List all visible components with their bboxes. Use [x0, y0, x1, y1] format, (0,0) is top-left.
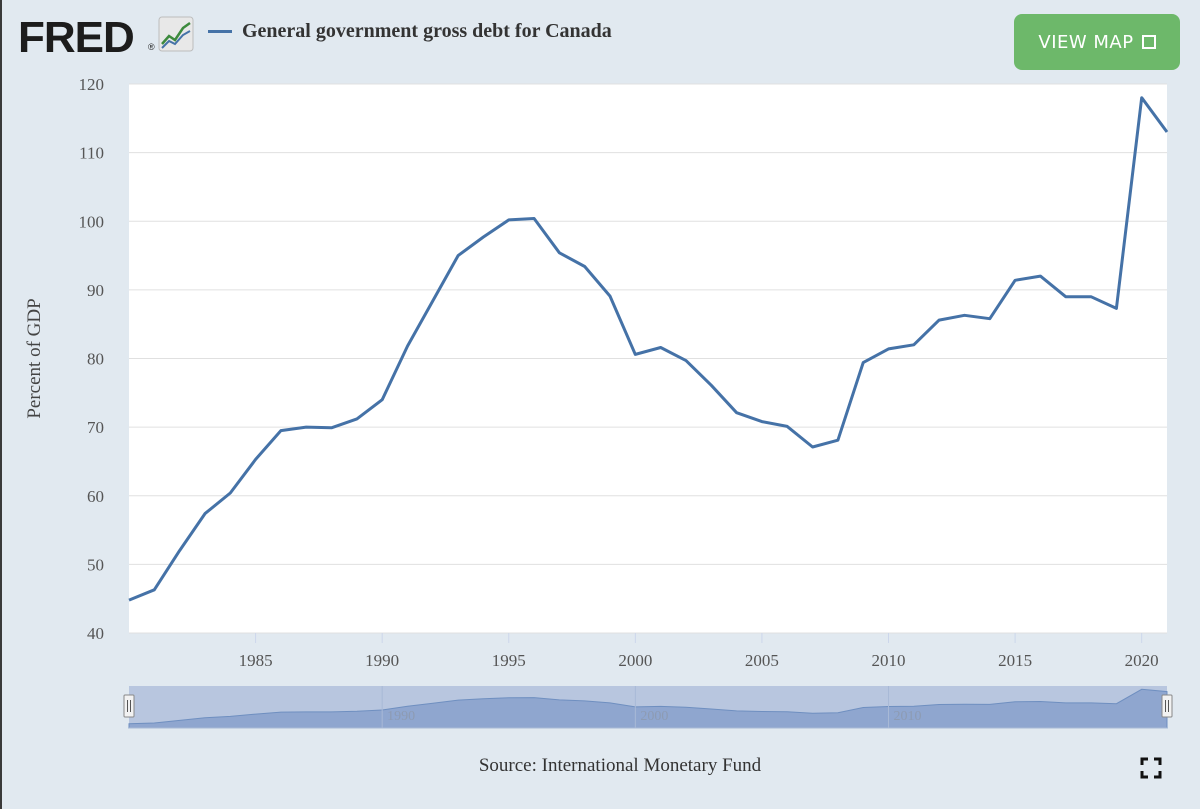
- y-axis-ticks: 40 50 60 70 80 90 100 110 120: [79, 75, 105, 643]
- y-tick-label: 100: [79, 212, 105, 231]
- series-line[interactable]: [128, 96, 1169, 602]
- y-tick-label: 110: [79, 144, 104, 163]
- x-tick-label: 1985: [239, 651, 273, 670]
- y-tick-label: 40: [87, 624, 104, 643]
- series-title: General government gross debt for Canada: [242, 20, 612, 42]
- legend-swatch: [208, 30, 232, 33]
- registered-mark: ®: [148, 42, 155, 52]
- view-map-button[interactable]: VIEW MAP: [1014, 14, 1180, 70]
- handle-body: [123, 694, 135, 718]
- line-chart-icon: [158, 16, 194, 52]
- line-chart[interactable]: 40 50 60 70 80 90 100 110 120 1985 1990 1995 2000 20…: [0, 0, 1200, 745]
- x-tick-label: 1995: [492, 651, 526, 670]
- x-tick-label: 2005: [745, 651, 779, 670]
- x-tick-label: 2020: [1125, 651, 1159, 670]
- handle-body: [1161, 694, 1173, 718]
- y-tick-label: 120: [79, 75, 105, 94]
- navigator-handle-right[interactable]: [1161, 694, 1173, 718]
- y-tick-label: 70: [87, 418, 104, 437]
- navigator-tick-label: 2000: [640, 709, 668, 724]
- x-tick-label: 2010: [872, 651, 906, 670]
- y-axis-label: Percent of GDP: [24, 298, 45, 418]
- fullscreen-icon[interactable]: [1140, 757, 1162, 779]
- x-tick-label: 2000: [618, 651, 652, 670]
- fred-logo[interactable]: FRED: [18, 13, 135, 62]
- navigator-series: [128, 688, 1168, 729]
- x-tick-label: 1990: [365, 651, 399, 670]
- x-tick-label: 2015: [998, 651, 1032, 670]
- source-note: Source: International Monetary Fund: [478, 755, 762, 776]
- window-border: [0, 0, 2, 809]
- y-tick-label: 80: [87, 350, 104, 369]
- y-tick-label: 50: [87, 555, 104, 574]
- chart-legend[interactable]: General government gross debt for Canada: [208, 20, 612, 43]
- view-map-label: VIEW MAP: [1038, 31, 1134, 53]
- navigator-tick-label: 1990: [387, 709, 415, 724]
- y-tick-label: 60: [87, 487, 104, 506]
- x-axis-ticks: 1985 1990 1995 2000 2005 2010 2015 2020: [239, 633, 1159, 670]
- chart-header: FRED ® General government gross debt for…: [18, 13, 1188, 70]
- range-navigator[interactable]: 1990 2000 2010: [123, 686, 1173, 729]
- navigator-handle-left[interactable]: [123, 694, 135, 718]
- navigator-tick-label: 2010: [894, 709, 922, 724]
- y-tick-label: 90: [87, 281, 104, 300]
- external-box-icon: [1141, 35, 1156, 49]
